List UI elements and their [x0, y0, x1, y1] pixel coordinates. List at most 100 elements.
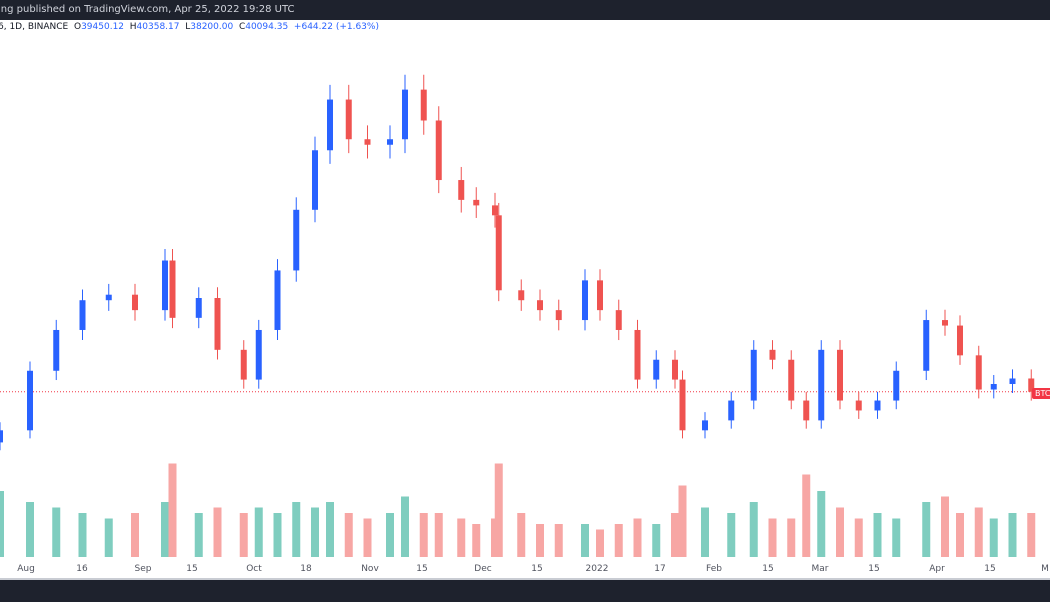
volume-bar [554, 524, 563, 557]
candle-body [492, 205, 498, 216]
volume-bar [596, 529, 604, 557]
candle-body [293, 209, 300, 271]
candle-body [27, 370, 33, 431]
candle-body [750, 349, 757, 401]
volume-bar [802, 474, 811, 557]
candle-body [345, 99, 352, 140]
candle-body [634, 329, 641, 380]
volume-bar [1008, 513, 1017, 557]
volume-bar [311, 507, 319, 557]
volume-bar [892, 518, 901, 557]
volume-bar [671, 513, 679, 557]
volume-bar [956, 513, 964, 557]
x-axis-tick-label: 17 [654, 564, 665, 574]
high-label: H [129, 22, 137, 32]
candle-body [274, 270, 281, 330]
candle-body [653, 359, 660, 380]
candle-body [105, 294, 112, 301]
candle-body [818, 349, 825, 421]
publish-bar: ing published on TradingView.com, Apr 25… [0, 0, 1050, 20]
volume-bar [974, 507, 983, 557]
volume-bar [517, 513, 526, 557]
x-axis-tick-label: 18 [300, 564, 312, 574]
candle-body [679, 379, 686, 431]
candle-body [162, 260, 168, 311]
x-axis-tick-label: Feb [706, 564, 722, 574]
candle-body [327, 99, 333, 151]
candle-body [79, 300, 86, 330]
volume-bar [536, 524, 544, 557]
candle-body [615, 310, 622, 330]
volume-bar [273, 513, 282, 557]
candle-body [458, 180, 465, 200]
candle-body [597, 280, 603, 311]
volume-bar [194, 513, 203, 557]
volume-bar [104, 518, 113, 557]
candle-body [582, 280, 588, 321]
volume-bar [52, 507, 61, 557]
candle-body [518, 290, 525, 301]
candle-body [728, 400, 735, 421]
volume-bar [78, 513, 87, 557]
candle-body [420, 89, 427, 121]
candle-body [1028, 378, 1035, 392]
candle-body [990, 384, 997, 390]
candle-body [975, 355, 982, 390]
x-axis-tick-label: Apr [929, 564, 945, 574]
ohlc-legend: 6, 1D, BINANCE O39450.12 H40358.17 L3820… [0, 22, 379, 32]
candle-body [942, 320, 948, 326]
x-axis-tick-label: 16 [76, 564, 88, 574]
x-axis-tick-label: Sep [135, 564, 152, 574]
volume-bar [614, 524, 623, 557]
x-axis-tick-label: Dec [474, 564, 491, 574]
volume-bar [727, 513, 736, 557]
candle-body [769, 349, 776, 360]
volume-bar [168, 463, 177, 557]
candle-body [874, 400, 881, 411]
publish-text: ing published on TradingView.com, Apr 25… [0, 4, 295, 15]
close-value: 40094.35 [245, 22, 289, 32]
candle-body [473, 199, 480, 206]
candle-body [387, 139, 393, 145]
candle-body [1009, 378, 1016, 385]
last-price-badge: BTC [1032, 388, 1050, 399]
bottom-toolbar [0, 578, 1050, 602]
candle-body [537, 300, 543, 311]
open-value: 39450.12 [81, 22, 125, 32]
x-axis-tick-label: 2022 [586, 564, 609, 574]
x-axis-tick-label: Nov [361, 564, 379, 574]
volume-bar [472, 524, 481, 557]
candle-body [788, 359, 795, 401]
volume-bar [836, 507, 844, 557]
candle-body [495, 215, 502, 291]
candle-body [53, 329, 60, 371]
volume-bar [386, 513, 394, 557]
candle-body [893, 370, 900, 401]
x-axis-tick-label: Mar [812, 564, 829, 574]
volume-bar [0, 491, 4, 557]
candle-body [364, 139, 371, 145]
open-label: O [73, 22, 82, 32]
volume-bar [787, 518, 796, 557]
candle-body [837, 349, 843, 401]
candle-body [555, 310, 562, 321]
change-value: +644.22 (+1.63%) [293, 22, 379, 32]
volume-bar [652, 524, 661, 557]
volume-bar [768, 518, 777, 557]
volume-bar [633, 518, 642, 557]
x-axis-tick-label: 15 [531, 564, 542, 574]
x-axis-tick-label: Aug [17, 564, 35, 574]
volume-bar [854, 518, 863, 557]
x-axis-tick-label: M [1041, 564, 1049, 574]
candle-body [855, 400, 862, 411]
volume-bar [1027, 513, 1036, 557]
candle-body [803, 400, 810, 421]
x-axis-tick-label: 15 [984, 564, 995, 574]
candle-body [169, 260, 176, 318]
volume-bar [817, 491, 826, 557]
low-value: 38200.00 [190, 22, 234, 32]
candle-body [0, 430, 3, 443]
volume-bar [749, 502, 758, 557]
candle-body [402, 89, 408, 140]
